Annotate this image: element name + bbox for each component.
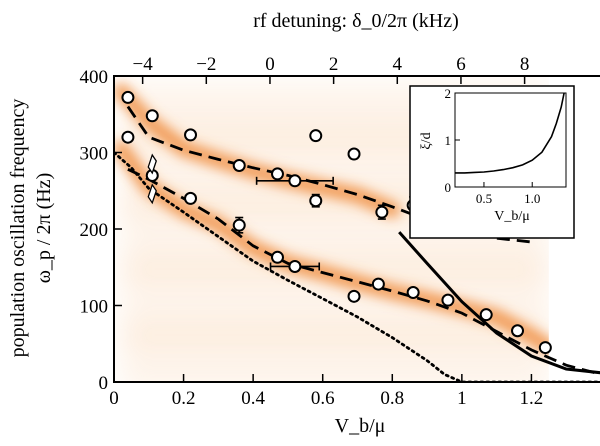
data-point bbox=[270, 167, 284, 181]
heatmap-band bbox=[120, 152, 549, 160]
inset-x-tick-label: 0.5 bbox=[476, 191, 492, 206]
x-tick-label: 1 bbox=[457, 388, 467, 409]
top-tick-label: 4 bbox=[393, 54, 403, 75]
data-point bbox=[511, 324, 525, 338]
x-tick-label: 0.4 bbox=[241, 388, 265, 409]
data-point bbox=[371, 277, 385, 291]
y-axis-label-line1: population oscillation frequency bbox=[7, 99, 29, 358]
data-point bbox=[309, 129, 323, 143]
data-point bbox=[347, 147, 361, 161]
diamond-marker bbox=[147, 183, 157, 205]
inset-box bbox=[409, 85, 575, 239]
inset-y-label: ξ/d bbox=[419, 132, 434, 149]
data-point bbox=[479, 308, 493, 322]
top-tick-label: −2 bbox=[196, 54, 216, 75]
top-tick-label: 8 bbox=[520, 54, 530, 75]
curve-dashed-2 bbox=[127, 168, 600, 376]
data-point bbox=[121, 130, 135, 144]
heatmap-band bbox=[120, 240, 549, 252]
top-tick-label: 2 bbox=[329, 54, 339, 75]
axes: 0 0.2 0.4 0.6 0.8 1 1.2 0 100 200 300 400 −4 −2 0 2 4 6 8 bbox=[80, 54, 544, 409]
data-point bbox=[441, 293, 455, 307]
x-tick-label: 0.2 bbox=[172, 388, 196, 409]
data-point bbox=[538, 341, 552, 355]
inset-curve bbox=[455, 92, 565, 174]
inset-plot: 0.5 1.0 0 1 2 V_b/μ ξ/d bbox=[409, 85, 575, 239]
diamond-marker bbox=[147, 153, 157, 175]
curve-solid-3 bbox=[398, 231, 600, 375]
y-tick-label: 200 bbox=[80, 220, 109, 241]
data-point bbox=[184, 191, 198, 205]
inset-x-label: V_b/μ bbox=[494, 209, 530, 224]
data-point bbox=[288, 174, 302, 188]
top-tick-label: 6 bbox=[456, 54, 466, 75]
curve-dotted-4 bbox=[114, 151, 600, 382]
data-point bbox=[347, 289, 361, 303]
data-point bbox=[375, 205, 389, 219]
data-point bbox=[406, 285, 420, 299]
heatmap-band bbox=[120, 372, 549, 382]
data-point bbox=[121, 90, 135, 104]
y-tick-label: 100 bbox=[80, 297, 109, 318]
heatmap-band bbox=[120, 86, 549, 94]
data-point bbox=[232, 159, 246, 173]
heatmap-band bbox=[120, 218, 549, 226]
data-point bbox=[184, 128, 198, 142]
data-point bbox=[270, 250, 284, 264]
data-markers bbox=[121, 90, 552, 355]
inset-content: 0.5 1.0 0 1 2 bbox=[445, 86, 565, 206]
x-tick-label: 1.2 bbox=[520, 388, 544, 409]
y-tick-label: 400 bbox=[80, 67, 109, 88]
inset-x-tick-label: 1.0 bbox=[524, 191, 540, 206]
inset-y-tick-label: 1 bbox=[445, 133, 452, 148]
top-axis-label: rf detuning: δ_0/2π (kHz) bbox=[253, 10, 459, 32]
x-tick-label: 0.6 bbox=[311, 388, 335, 409]
y-tick-label: 0 bbox=[99, 373, 109, 394]
heatmap-band bbox=[120, 328, 549, 344]
y-tick-label: 300 bbox=[80, 144, 109, 165]
top-tick-label: 0 bbox=[265, 54, 275, 75]
top-tick-label: −4 bbox=[133, 54, 154, 75]
y-axis-label-line2: ω_p / 2π (Hz) bbox=[33, 173, 55, 283]
x-tick-label: 0.8 bbox=[380, 388, 404, 409]
data-point bbox=[309, 194, 323, 208]
heatmap-band bbox=[120, 350, 549, 358]
inset-y-tick-label: 0 bbox=[445, 180, 452, 195]
data-point bbox=[232, 218, 246, 232]
data-point bbox=[288, 259, 302, 273]
data-point bbox=[145, 109, 159, 123]
inset-y-tick-label: 2 bbox=[445, 86, 452, 101]
heatmap-branch-upper bbox=[114, 83, 401, 218]
x-axis-label: V_b/μ bbox=[335, 415, 386, 437]
x-tick-label: 0 bbox=[109, 388, 119, 409]
heatmap-band bbox=[120, 284, 549, 292]
